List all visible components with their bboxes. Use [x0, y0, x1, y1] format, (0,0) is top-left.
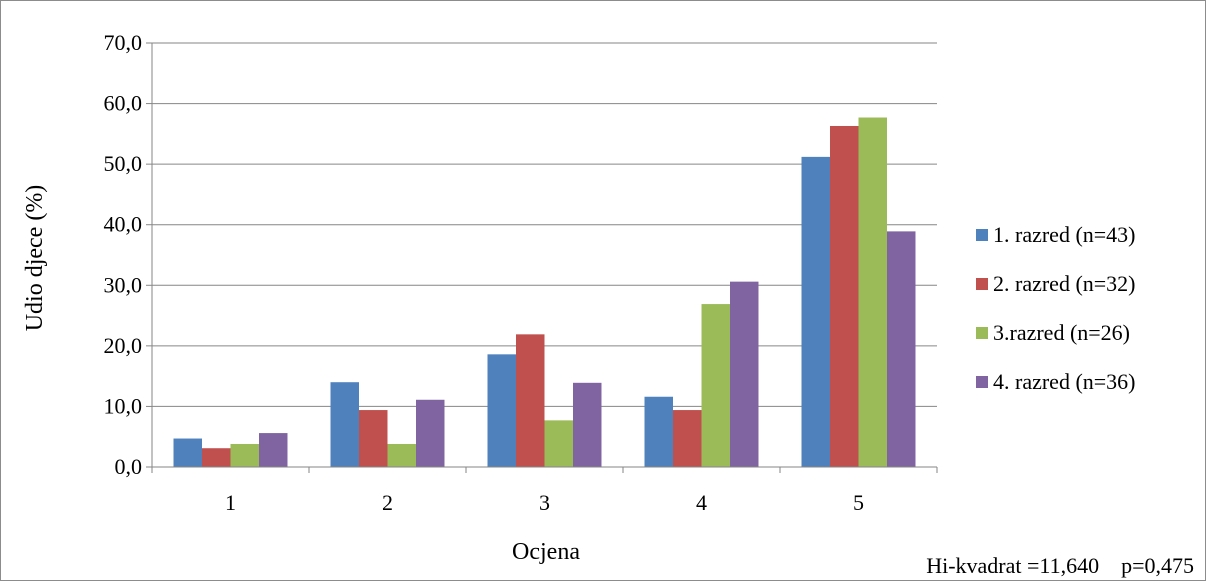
bar-4-series-1 — [644, 396, 673, 467]
y-tick-label: 10,0 — [104, 393, 143, 418]
legend: 1. razred (n=43) 2. razred (n=32) 3.razred… — [976, 210, 1201, 406]
bar-2-series-4 — [416, 399, 445, 467]
bar-4-series-2 — [673, 410, 702, 467]
bar-1-series-2 — [202, 448, 231, 467]
bars — [173, 117, 916, 468]
x-tick-label: 4 — [696, 490, 707, 515]
bar-2-series-3 — [387, 443, 416, 467]
bar-1-series-3 — [230, 443, 259, 467]
y-tick-labels: 0,0 10,0 20,0 30,0 40,0 50,0 60,0 70,0 — [104, 30, 143, 479]
bar-4-series-4 — [730, 281, 759, 467]
bar-3-series-4 — [573, 382, 602, 467]
y-tick-label: 60,0 — [104, 91, 143, 116]
bar-5-series-2 — [830, 125, 859, 468]
axes — [151, 43, 938, 473]
x-tick-labels: 1 2 3 4 5 — [225, 490, 864, 515]
x-axis-label: Ocjena — [512, 539, 580, 565]
bar-3-series-3 — [544, 420, 573, 467]
bar-1-series-1 — [173, 438, 202, 467]
bar-5-series-1 — [801, 156, 830, 468]
legend-item: 1. razred (n=43) — [976, 210, 1201, 259]
legend-label: 3.razred (n=26) — [993, 319, 1131, 345]
x-tick-label: 2 — [382, 490, 393, 515]
legend-item: 2. razred (n=32) — [976, 259, 1201, 308]
bar-1-series-4 — [259, 433, 288, 467]
y-axis-label: Udio djece (%) — [22, 185, 48, 332]
legend-label: 2. razred (n=32) — [993, 270, 1136, 296]
y-tick-label: 0,0 — [115, 454, 143, 479]
legend-label: 4. razred (n=36) — [993, 368, 1136, 394]
y-tick-label: 20,0 — [104, 333, 143, 358]
legend-item: 3.razred (n=26) — [976, 308, 1201, 357]
legend-swatch — [976, 277, 988, 290]
bar-2-series-2 — [359, 410, 388, 467]
bar-5-series-4 — [887, 231, 916, 467]
bar-3-series-1 — [487, 354, 516, 467]
x-tick-label: 3 — [539, 490, 550, 515]
bar-4-series-3 — [701, 304, 730, 467]
legend-item: 4. razred (n=36) — [976, 357, 1201, 406]
bar-3-series-2 — [516, 334, 545, 467]
y-tick-label: 50,0 — [104, 151, 143, 176]
chi-square-note: Hi-kvadrat =11,640 p=0,475 — [926, 553, 1194, 578]
y-tick-label: 70,0 — [104, 30, 143, 55]
bar-5-series-3 — [858, 117, 887, 467]
legend-label: 1. razred (n=43) — [993, 221, 1136, 247]
bar-2-series-1 — [330, 382, 359, 467]
legend-swatch — [976, 228, 988, 241]
x-tick-label: 1 — [225, 490, 236, 515]
y-tick-label: 30,0 — [104, 272, 143, 297]
legend-swatch — [976, 326, 988, 339]
legend-swatch — [976, 375, 988, 388]
x-tick-label: 5 — [853, 490, 864, 515]
y-tick-label: 40,0 — [104, 212, 143, 237]
